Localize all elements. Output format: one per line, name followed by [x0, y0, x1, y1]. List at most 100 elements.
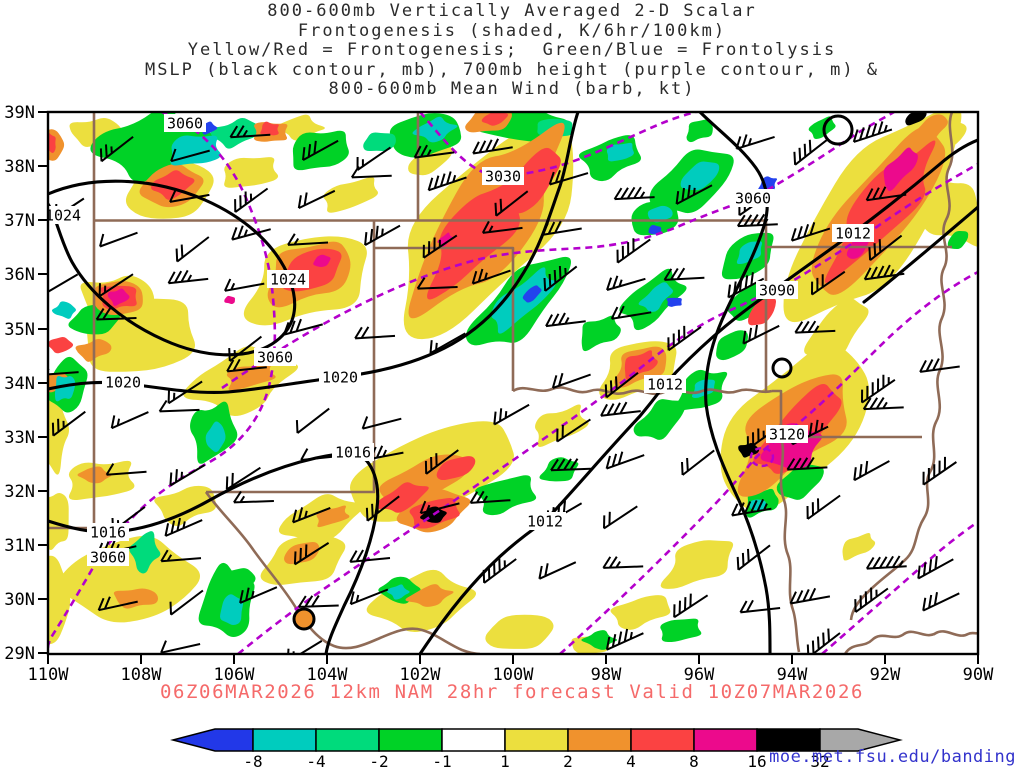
- shading-blob: [633, 399, 686, 440]
- shading-blob: [224, 295, 235, 304]
- wind-barb: [786, 456, 828, 471]
- colorbar-tick-label: 4: [626, 752, 636, 768]
- wind-barb: [297, 595, 339, 608]
- wind-barb: [868, 234, 903, 261]
- wind-barb: [169, 589, 204, 616]
- contour-label: 3060: [167, 115, 203, 133]
- state-border: [772, 389, 922, 439]
- wind-barb: [97, 596, 138, 612]
- contour-label-box: [732, 189, 774, 207]
- wind-barb: [287, 233, 329, 246]
- wind-barb: [95, 307, 137, 321]
- shading-blob: [205, 421, 226, 453]
- colorbar-tick-label: 1: [500, 752, 510, 768]
- contour-label: 1020: [322, 369, 358, 387]
- lon-label: 92W: [870, 665, 901, 685]
- wind-barb: [731, 498, 772, 517]
- wind-barb: [98, 273, 134, 298]
- lat-label: 33N: [4, 428, 35, 448]
- wind-barb: [365, 495, 400, 522]
- wind-barb: [160, 549, 202, 563]
- wind-barb: [361, 416, 402, 430]
- credit-link[interactable]: moe.met.fsu.edu/banding: [769, 747, 1016, 767]
- contour-label-box: [756, 281, 798, 299]
- shading-blob: [48, 337, 74, 354]
- shading-blob: [491, 267, 556, 334]
- contour-label: 3060: [257, 349, 293, 367]
- colorbar: -8 -4 -2 -1 1 2 4 8 16 32: [170, 728, 903, 768]
- wind-barb: [164, 517, 203, 537]
- wind-barb: [416, 277, 458, 290]
- wind-barb: [469, 490, 511, 504]
- height-contour: [821, 520, 978, 654]
- shading-blob: [170, 135, 221, 166]
- wind-barb: [742, 324, 780, 345]
- wind-barb: [736, 213, 778, 228]
- shading-blob: [660, 618, 702, 642]
- lat-label: 37N: [4, 211, 35, 231]
- shading-blob: [129, 531, 161, 574]
- wind-barb: [550, 458, 591, 472]
- mslp-contour: [48, 179, 297, 357]
- shading-blob: [436, 456, 476, 481]
- wind-barb: [673, 593, 709, 619]
- wind-barb: [605, 628, 644, 651]
- wind-barb: [292, 506, 331, 524]
- colorbar-tick-label: -4: [306, 752, 325, 768]
- lon-label: 102W: [400, 665, 442, 685]
- wind-barb: [861, 374, 896, 404]
- wind-barb: [663, 267, 705, 281]
- wind-barb: [99, 136, 134, 163]
- wind-barb: [616, 238, 651, 264]
- lon-label: 104W: [307, 665, 349, 685]
- wind-barb: [922, 592, 960, 612]
- contour-label: 3120: [769, 426, 805, 444]
- wind-barb: [613, 186, 655, 201]
- wind-barb: [494, 190, 529, 217]
- contour-label: 1020: [105, 374, 141, 392]
- shading-blob: [260, 121, 279, 136]
- mslp-contour: [862, 205, 978, 304]
- low-center-marker: [292, 607, 316, 631]
- wind-barb: [610, 305, 652, 320]
- shading-blob: [666, 297, 682, 307]
- wind-barb: [99, 231, 138, 248]
- state-border: [779, 436, 801, 653]
- shading-blob: [274, 114, 325, 141]
- shading-blob: [842, 533, 876, 561]
- contour-label: 1024: [270, 271, 306, 289]
- shading-blob: [648, 224, 662, 235]
- mslp-contour: [48, 112, 580, 394]
- colorbar-tick-label: 16: [747, 752, 766, 768]
- shading-blob: [485, 614, 554, 649]
- shading-blob: [776, 464, 824, 500]
- shading-blob: [686, 119, 713, 143]
- wind-barb: [806, 494, 841, 520]
- colorbar-tick-label: -1: [432, 752, 451, 768]
- wind-barb: [226, 358, 267, 373]
- contour-label-box: [102, 373, 144, 391]
- lat-label: 35N: [4, 320, 35, 340]
- lon-label: 108W: [121, 665, 163, 685]
- wind-barb: [364, 224, 401, 246]
- forecast-caption: 06Z06MAR2026 12km NAM 28hr forecast Vali…: [159, 681, 865, 703]
- contour-label-box: [87, 523, 129, 541]
- wind-barb: [551, 372, 591, 389]
- shading-blob: [154, 485, 217, 527]
- shading-blob: [437, 232, 453, 248]
- shading-blob: [313, 254, 331, 267]
- lon-label: 98W: [591, 665, 622, 685]
- wind-barb: [605, 451, 645, 470]
- wind-barb: [287, 640, 323, 654]
- wind-barb: [302, 139, 339, 161]
- shading-blob: [48, 132, 56, 153]
- wind-barb: [789, 587, 831, 605]
- title-line-3: Yellow/Red = Frontogenesis; Green/Blue =…: [187, 40, 837, 60]
- colorbar-segment: [630, 728, 695, 752]
- wind-barb: [548, 169, 589, 186]
- contour-label-box: [332, 443, 374, 461]
- contour-label-box: [164, 114, 206, 132]
- lat-label: 30N: [4, 590, 35, 610]
- wind-barb: [482, 558, 517, 584]
- title-line-1: 800-600mb Vertically Averaged 2-D Scalar: [267, 1, 757, 21]
